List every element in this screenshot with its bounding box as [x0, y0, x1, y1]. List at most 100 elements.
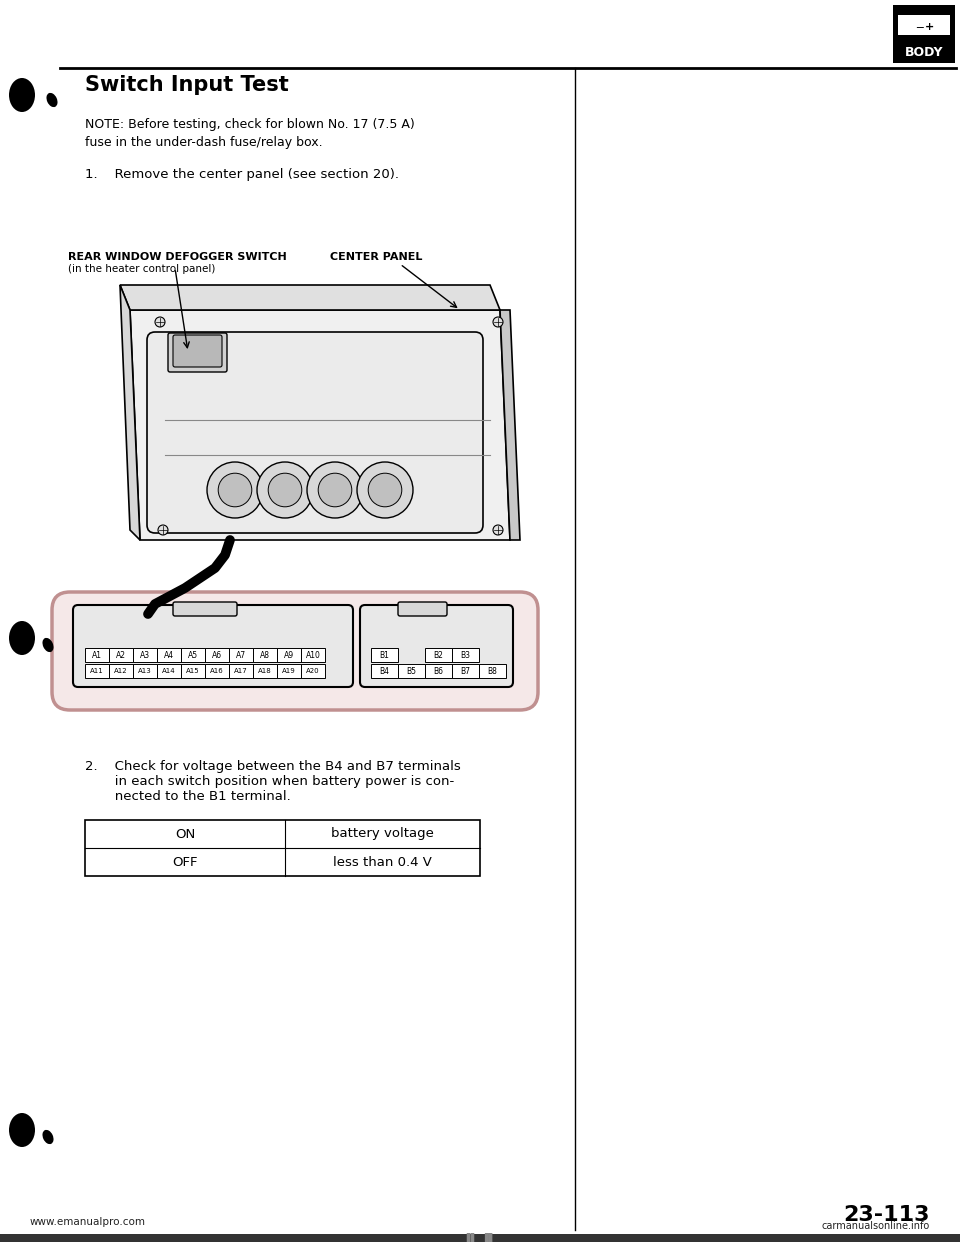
Text: A1: A1 [92, 651, 102, 660]
Text: in each switch position when battery power is con-: in each switch position when battery pow… [85, 775, 454, 787]
Bar [452, 664, 479, 678]
Circle shape [493, 525, 503, 535]
Circle shape [307, 462, 363, 518]
Bar [301, 664, 325, 678]
FancyBboxPatch shape [173, 602, 237, 616]
Text: A13: A13 [138, 668, 152, 674]
Text: A18: A18 [258, 668, 272, 674]
Circle shape [257, 462, 313, 518]
Bar [371, 648, 398, 662]
Polygon shape [120, 284, 500, 310]
Polygon shape [120, 284, 140, 540]
Text: carmanualsonline.info: carmanualsonline.info [822, 1221, 930, 1231]
Bar [479, 664, 506, 678]
Text: 2.    Check for voltage between the B4 and B7 terminals: 2. Check for voltage between the B4 and … [85, 760, 461, 773]
Text: B3: B3 [461, 651, 470, 660]
FancyBboxPatch shape [360, 605, 513, 687]
Text: 1.    Remove the center panel (see section 20).: 1. Remove the center panel (see section … [85, 168, 399, 181]
Circle shape [218, 473, 252, 507]
Text: A4: A4 [164, 651, 174, 660]
Text: B6: B6 [434, 667, 444, 676]
Bar [253, 648, 277, 662]
Circle shape [369, 473, 402, 507]
Bar [181, 648, 205, 662]
Bar [277, 664, 301, 678]
Text: A8: A8 [260, 651, 270, 660]
Bar [0, 1235, 960, 1242]
Text: A3: A3 [140, 651, 150, 660]
Text: CENTER PANEL: CENTER PANEL [330, 252, 422, 262]
Bar [109, 648, 133, 662]
Circle shape [493, 317, 503, 327]
Bar [425, 648, 452, 662]
Bar [205, 648, 229, 662]
Bar [85, 664, 109, 678]
Text: ─: ─ [915, 21, 923, 34]
Text: ON: ON [175, 827, 195, 841]
Text: +: + [924, 22, 934, 32]
Bar [371, 664, 398, 678]
FancyBboxPatch shape [73, 605, 353, 687]
Ellipse shape [46, 93, 58, 107]
Text: A6: A6 [212, 651, 222, 660]
Bar [157, 664, 181, 678]
Bar [85, 648, 109, 662]
Text: B4: B4 [379, 667, 390, 676]
Text: B1: B1 [379, 651, 390, 660]
Text: B2: B2 [434, 651, 444, 660]
Ellipse shape [9, 621, 35, 655]
Bar [893, 5, 955, 63]
Text: A15: A15 [186, 668, 200, 674]
Text: Switch Input Test: Switch Input Test [85, 75, 289, 94]
Circle shape [155, 317, 165, 327]
Circle shape [207, 462, 263, 518]
Text: A2: A2 [116, 651, 126, 660]
Bar [85, 820, 480, 876]
FancyBboxPatch shape [168, 333, 227, 373]
Text: A9: A9 [284, 651, 294, 660]
Text: A10: A10 [305, 651, 321, 660]
Text: A16: A16 [210, 668, 224, 674]
Text: A14: A14 [162, 668, 176, 674]
Bar [277, 648, 301, 662]
Text: ▐▌ ▐▌: ▐▌ ▐▌ [464, 1233, 496, 1242]
Text: www.emanualpro.com: www.emanualpro.com [30, 1217, 146, 1227]
Bar [229, 664, 253, 678]
Bar [133, 664, 157, 678]
Circle shape [318, 473, 351, 507]
Text: nected to the B1 terminal.: nected to the B1 terminal. [85, 790, 291, 804]
FancyBboxPatch shape [52, 592, 538, 710]
Text: REAR WINDOW DEFOGGER SWITCH: REAR WINDOW DEFOGGER SWITCH [68, 252, 287, 262]
Ellipse shape [42, 638, 54, 652]
Ellipse shape [42, 1130, 54, 1144]
Bar [157, 648, 181, 662]
Text: battery voltage: battery voltage [331, 827, 434, 841]
Bar [898, 15, 950, 35]
Ellipse shape [9, 78, 35, 112]
Text: A19: A19 [282, 668, 296, 674]
Bar [425, 664, 452, 678]
Bar [133, 648, 157, 662]
Text: 23-113: 23-113 [844, 1205, 930, 1225]
Circle shape [158, 525, 168, 535]
FancyBboxPatch shape [147, 332, 483, 533]
Text: A5: A5 [188, 651, 198, 660]
Text: NOTE: Before testing, check for blown No. 17 (7.5 A)
fuse in the under-dash fuse: NOTE: Before testing, check for blown No… [85, 118, 415, 149]
Text: A17: A17 [234, 668, 248, 674]
Ellipse shape [9, 1113, 35, 1148]
Bar [109, 664, 133, 678]
Bar [452, 648, 479, 662]
Text: B7: B7 [461, 667, 470, 676]
Circle shape [268, 473, 301, 507]
Text: A7: A7 [236, 651, 246, 660]
Bar [301, 648, 325, 662]
Bar [181, 664, 205, 678]
FancyBboxPatch shape [398, 602, 447, 616]
Text: B8: B8 [488, 667, 497, 676]
Polygon shape [130, 310, 510, 540]
Text: (in the heater control panel): (in the heater control panel) [68, 265, 215, 274]
Bar [398, 664, 425, 678]
Text: ─: ─ [917, 22, 924, 32]
Text: A12: A12 [114, 668, 128, 674]
Text: less than 0.4 V: less than 0.4 V [333, 856, 432, 868]
